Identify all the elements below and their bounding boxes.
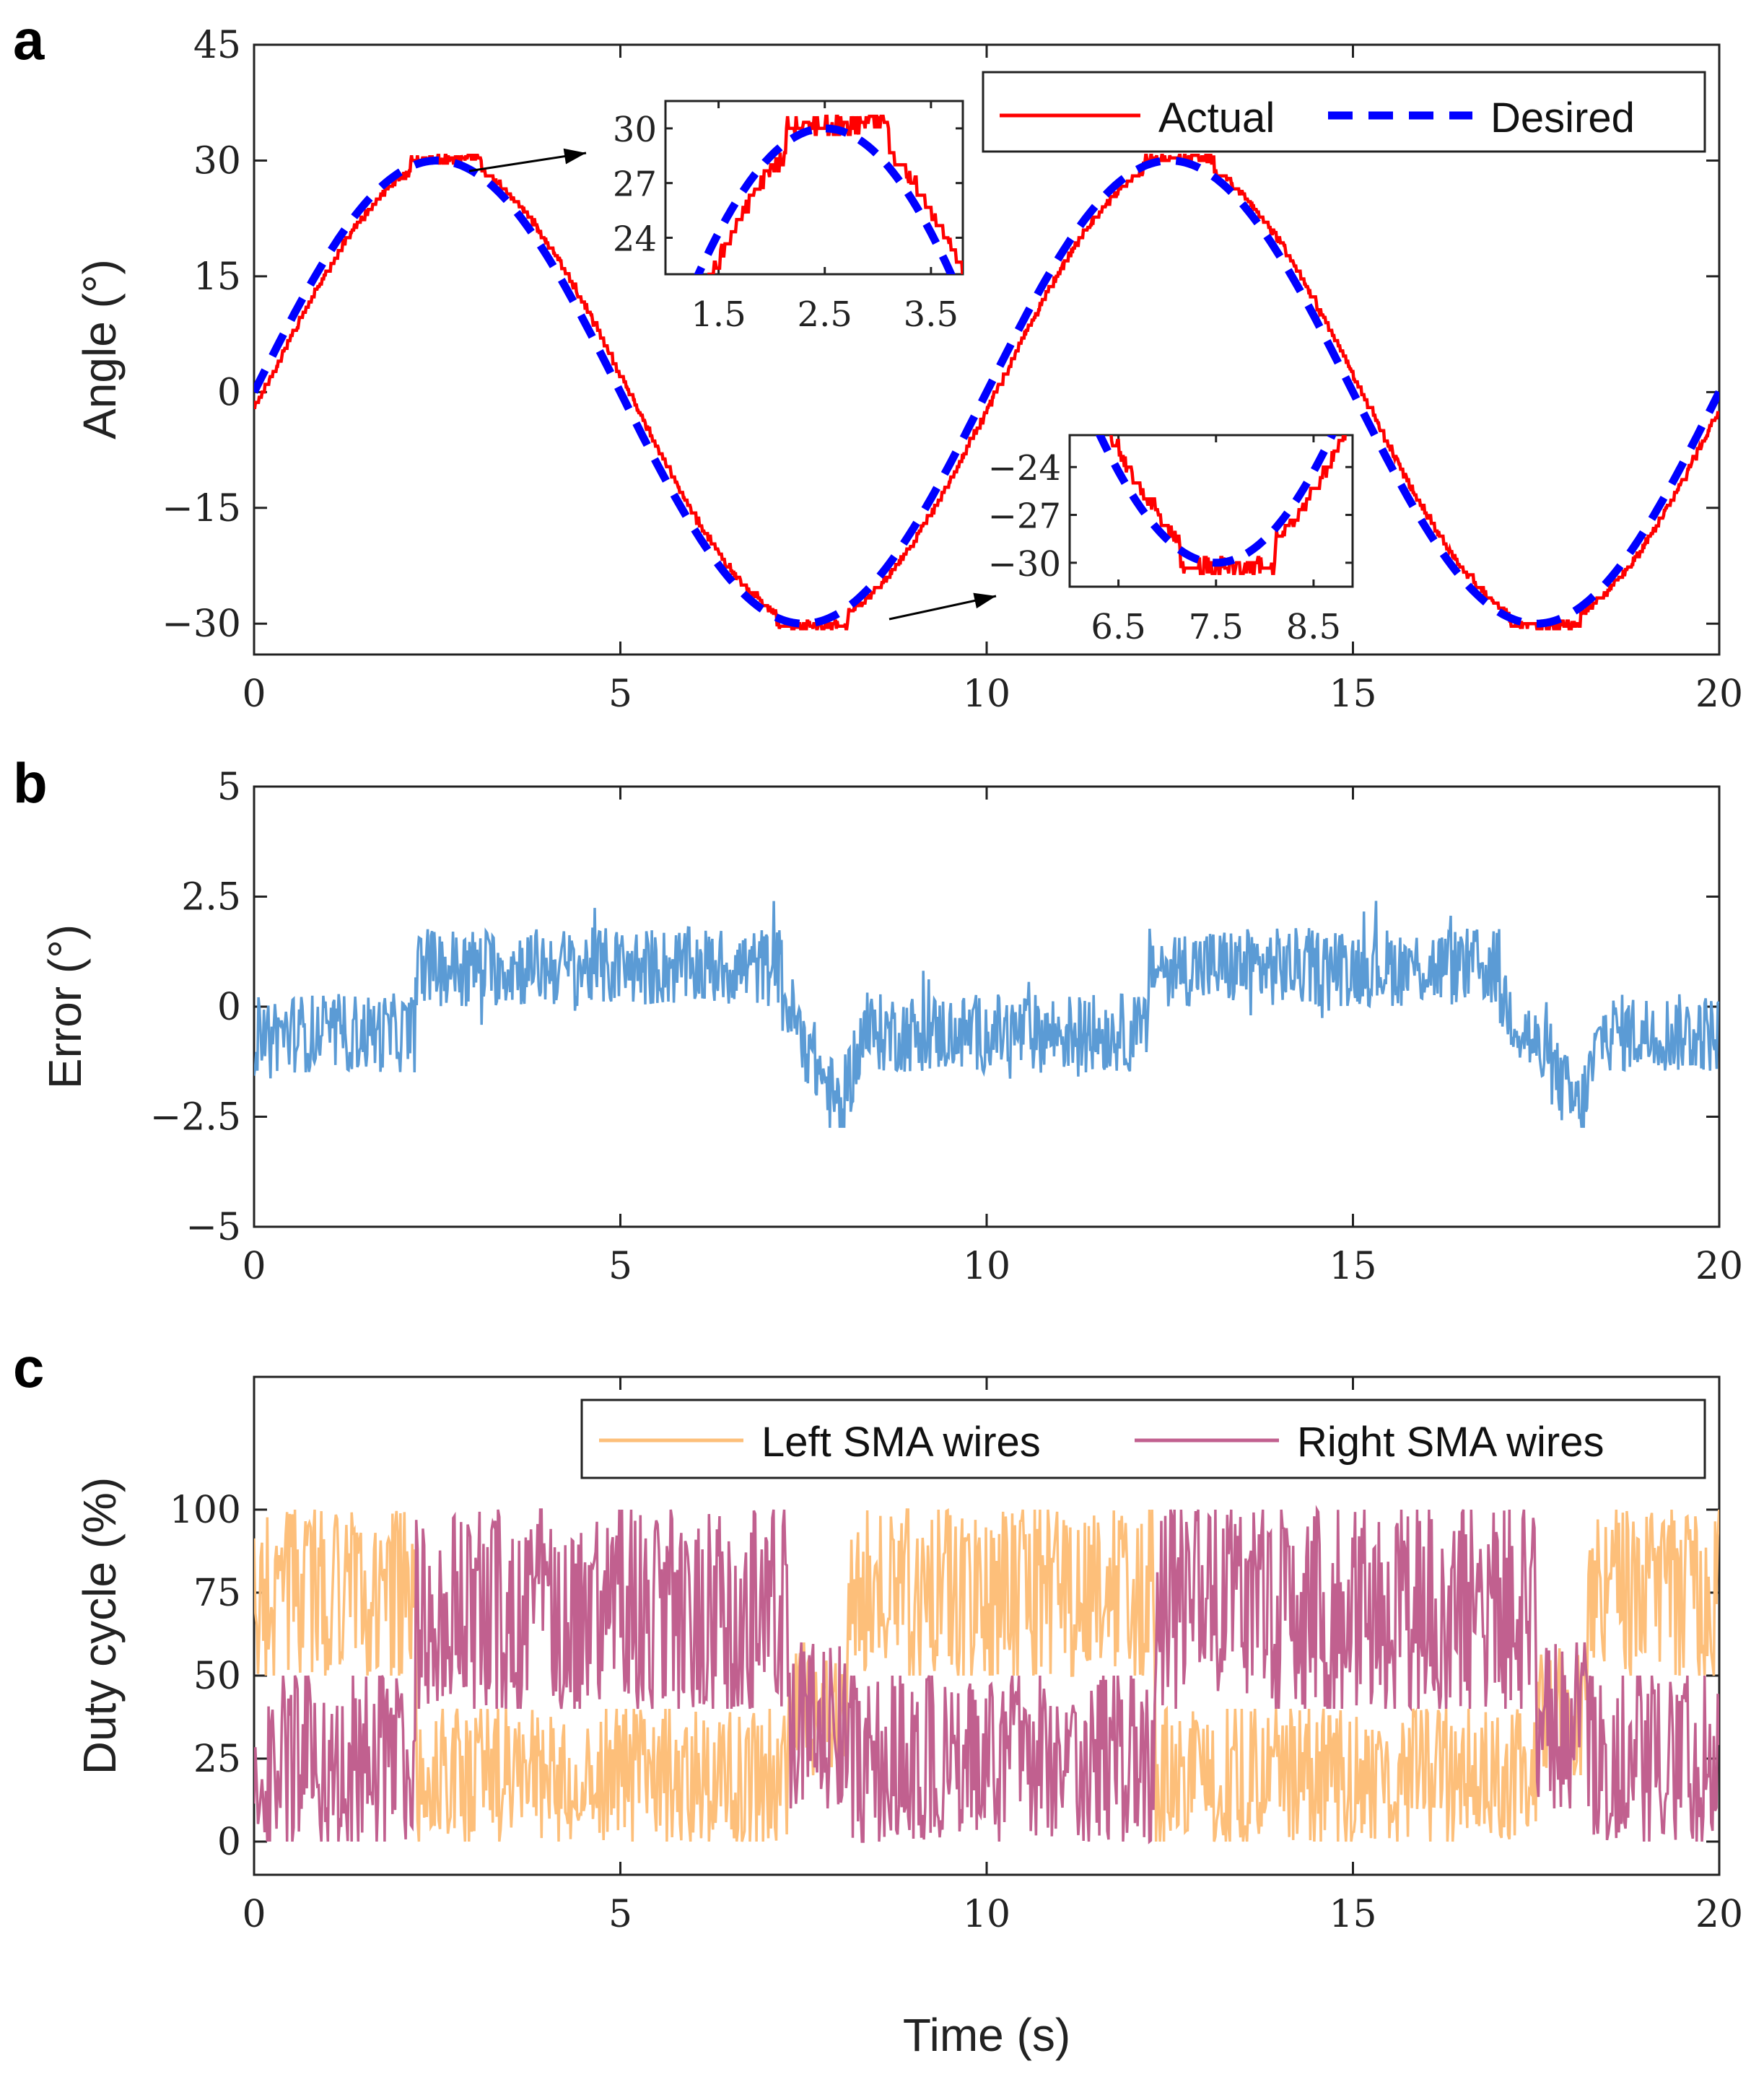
inset-trough-actual-line [1109, 435, 1347, 575]
error-xtick-label: 10 [963, 1245, 1010, 1288]
panel-a-angle-chart: a 0 5 10 15 20 45 30 15 0 −15 −30 Angle (°) 1.5 2.5 3… [13, 8, 1743, 716]
inset-trough-desired-line [1095, 435, 1337, 567]
angle-inset-peak: 1.5 2.5 3.5 30 27 24 [613, 100, 964, 335]
inset-peak-ytick-label: 24 [613, 219, 657, 259]
duty-plot-area: 0 5 10 15 20 100 75 50 25 0 Duty cycle (%) Time (s) [74, 1375, 1743, 2061]
inset-peak-xtick-label: 1.5 [691, 294, 746, 335]
panel-letter-c: c [13, 1336, 44, 1399]
duty-ytick-label: 25 [193, 1738, 241, 1781]
legend-actual-label: Actual [1158, 95, 1275, 141]
panel-letter-a: a [13, 8, 45, 71]
error-plot-area: 0 5 10 15 20 5 2.5 0 −2.5 −5 Error (°) [39, 766, 1743, 1288]
angle-ytick-label: −15 [162, 487, 241, 530]
inset-trough-xtick-label: 7.5 [1189, 607, 1244, 647]
inset-peak-xtick-label: 3.5 [904, 294, 959, 335]
panel-b-error-chart: b 0 5 10 15 20 5 2.5 0 −2.5 −5 Error (°) [13, 751, 1743, 1288]
duty-legend: Left SMA wires Right SMA wires [580, 1399, 1706, 1479]
series-right-sma-line [254, 1505, 1719, 1844]
legend-right-sma-label: Right SMA wires [1297, 1419, 1604, 1466]
panel-letter-b: b [13, 751, 48, 815]
duty-xtick-label: 20 [1695, 1893, 1743, 1936]
duty-ytick-label: 0 [217, 1821, 241, 1864]
angle-xtick-label: 15 [1329, 673, 1376, 716]
error-axes-frame [253, 785, 1721, 1228]
duty-xtick-label: 10 [963, 1893, 1010, 1936]
series-left-sma-line [254, 1508, 1719, 1842]
inset-peak-ytick-label: 30 [613, 110, 657, 150]
panel-c-duty-chart: c 0 5 10 15 20 100 75 50 25 0 Duty cycle (%) Time (… [13, 1336, 1743, 2061]
angle-ytick-label: −30 [162, 603, 241, 646]
error-ytick-label: −2.5 [150, 1096, 241, 1139]
series-error-line [254, 901, 1719, 1128]
inset-trough-xtick-label: 6.5 [1091, 607, 1145, 647]
error-ylabel: Error (°) [39, 924, 91, 1089]
duty-ytick-label: 100 [170, 1489, 241, 1532]
duty-ylabel: Duty cycle (%) [74, 1477, 126, 1775]
angle-xtick-label: 10 [963, 673, 1010, 716]
inset-trough-ytick-label: −24 [988, 448, 1061, 489]
error-xtick-label: 20 [1695, 1245, 1743, 1288]
angle-ytick-label: 0 [217, 371, 241, 414]
inset-trough-ytick-label: −27 [988, 496, 1061, 537]
angle-xtick-label: 20 [1695, 673, 1743, 716]
duty-xtick-label: 5 [608, 1893, 632, 1936]
inset-peak-desired-line [694, 124, 956, 274]
angle-legend: Actual Desired [982, 71, 1706, 153]
duty-ytick-label: 50 [193, 1655, 241, 1698]
series-actual-line [254, 154, 1719, 631]
inset-peak-actual-line [707, 114, 963, 274]
inset-peak-ytick-label: 27 [613, 165, 657, 205]
error-ytick-label: −5 [185, 1206, 241, 1249]
inset-peak-xtick-label: 2.5 [798, 294, 852, 335]
legend-desired-label: Desired [1490, 95, 1635, 141]
legend-left-sma-label: Left SMA wires [761, 1419, 1041, 1466]
error-ytick-label: 0 [217, 986, 241, 1029]
duty-xlabel: Time (s) [903, 2009, 1070, 2061]
error-ytick-label: 5 [217, 766, 241, 809]
inset-pointer-arrow-trough-head [973, 592, 996, 609]
error-xtick-label: 0 [242, 1245, 266, 1288]
angle-inset-trough: 6.5 7.5 8.5 −24 −27 −30 [988, 434, 1354, 647]
error-xtick-label: 5 [608, 1245, 632, 1288]
duty-ytick-label: 75 [193, 1572, 241, 1615]
angle-ylabel: Angle (°) [74, 259, 126, 439]
duty-xtick-label: 15 [1329, 1893, 1376, 1936]
inset-pointer-arrow-peak-head [563, 148, 586, 165]
angle-ytick-label: 45 [193, 24, 241, 67]
error-ytick-label: 2.5 [181, 876, 241, 919]
duty-xtick-label: 0 [242, 1893, 266, 1936]
angle-xtick-label: 0 [242, 673, 266, 716]
inset-trough-xtick-label: 8.5 [1286, 607, 1341, 647]
inset-trough-ytick-label: −30 [988, 544, 1061, 585]
series-desired-line [254, 156, 1719, 628]
error-xtick-label: 15 [1329, 1245, 1376, 1288]
angle-xtick-label: 5 [608, 673, 632, 716]
angle-ytick-label: 15 [193, 255, 241, 299]
angle-ytick-label: 30 [193, 139, 241, 183]
